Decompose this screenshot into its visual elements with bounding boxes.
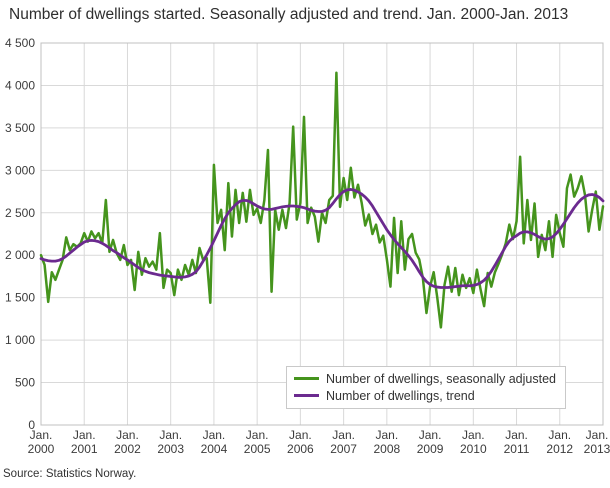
x-axis-tick-label: 2001 [71, 442, 98, 456]
trend-line-swatch [294, 394, 319, 397]
x-axis-tick-label: 2013 [584, 442, 610, 456]
x-axis-tick-label: Jan. [30, 428, 53, 442]
x-axis-tick-label: 2004 [201, 442, 228, 456]
x-axis-tick-label: Jan. [116, 428, 139, 442]
plot-border [40, 42, 604, 426]
legend-item-trend: Number of dwellings, trend [294, 387, 556, 404]
x-axis-tick-label: Jan. [586, 428, 609, 442]
x-axis-tick-label: Jan. [246, 428, 269, 442]
series-line-seasonally-adjusted [39, 71, 605, 329]
series-line-trend [39, 188, 605, 289]
x-axis-tick-label: 2006 [287, 442, 314, 456]
y-axis-tick-label: 1 500 [5, 291, 35, 305]
x-axis-tick-label: 2000 [28, 442, 55, 456]
x-axis-tick-label: 2008 [373, 442, 400, 456]
y-axis-tick-label: 2 000 [5, 248, 35, 262]
x-axis-tick-label: 2010 [460, 442, 487, 456]
x-axis-tick-label: Jan. [289, 428, 312, 442]
x-axis-tick-label: Jan. [159, 428, 182, 442]
legend-item-seasonally-adjusted: Number of dwellings, seasonally adjusted [294, 370, 556, 387]
x-axis-tick-label: 2003 [157, 442, 184, 456]
x-axis-tick-label: Jan. [462, 428, 485, 442]
source-note: Source: Statistics Norway. [3, 468, 137, 480]
y-axis-tick-label: 3 500 [5, 121, 35, 135]
chart-legend: Number of dwellings, seasonally adjusted… [286, 366, 566, 409]
y-axis-tick-label: 4 500 [5, 36, 35, 50]
x-axis-tick-label: Jan. [419, 428, 442, 442]
x-axis-tick-label: 2005 [244, 442, 271, 456]
y-axis-tick-label: 2 500 [5, 206, 35, 220]
x-axis-tick-label: 2002 [114, 442, 141, 456]
x-axis-tick-label: 2007 [330, 442, 357, 456]
seasonally-adjusted-line-swatch [294, 377, 319, 380]
x-axis-tick-label: Jan. [548, 428, 571, 442]
legend-label-seasonally-adjusted: Number of dwellings, seasonally adjusted [326, 371, 556, 386]
chart-title: Number of dwellings started. Seasonally … [9, 6, 569, 23]
x-axis-tick-label: Jan. [73, 428, 96, 442]
legend-label-trend: Number of dwellings, trend [326, 388, 475, 403]
y-axis-tick-label: 1 000 [5, 333, 35, 347]
y-axis-tick-label: 0 [28, 418, 35, 432]
x-axis-tick-label: Jan. [505, 428, 528, 442]
x-axis-tick-label: 2012 [546, 442, 573, 456]
y-axis-tick-label: 3 000 [5, 163, 35, 177]
y-axis-tick-label: 500 [15, 376, 35, 390]
x-axis-tick-label: Jan. [376, 428, 399, 442]
x-axis-tick-label: 2009 [417, 442, 444, 456]
x-axis-tick-label: 2011 [504, 442, 530, 456]
x-axis-tick-label: Jan. [203, 428, 226, 442]
x-axis-tick-label: Jan. [332, 428, 355, 442]
y-axis-tick-label: 4 000 [5, 78, 35, 92]
